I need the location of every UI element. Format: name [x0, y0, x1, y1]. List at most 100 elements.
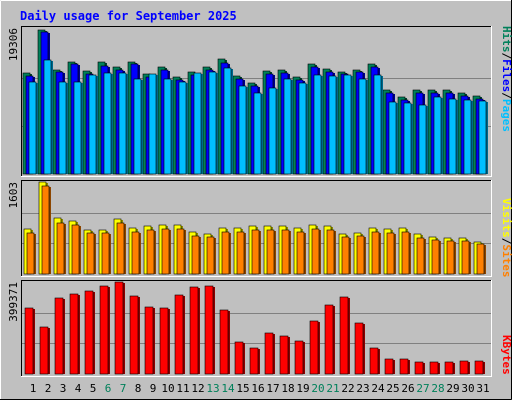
day-label: 20: [311, 382, 324, 395]
sites-bar: [26, 232, 35, 275]
kbytes-bar: [129, 295, 139, 375]
pages-bar: [133, 78, 142, 175]
sites-bar: [401, 231, 410, 275]
day-label: 10: [161, 382, 174, 395]
kbytes-bar: [54, 297, 64, 375]
day-label: 26: [401, 382, 414, 395]
sites-bar: [326, 229, 335, 275]
pages-bar: [388, 101, 397, 175]
day-label: 30: [461, 382, 474, 395]
sites-bar: [431, 239, 440, 275]
kbytes-bar: [309, 320, 319, 375]
sites-bar: [461, 240, 470, 275]
bars: [22, 29, 488, 375]
chart-title: Daily usage for September 2025: [20, 9, 237, 23]
kbytes-bar: [279, 335, 289, 375]
pages-bar: [478, 100, 487, 175]
kbytes-bar: [69, 293, 79, 375]
legend-separator: /: [500, 92, 512, 99]
pages-bar: [73, 81, 82, 175]
pages-bar: [343, 74, 352, 175]
sites-bar: [416, 237, 425, 275]
kbytes-bar: [354, 322, 364, 375]
legend-separator: /: [500, 53, 512, 60]
kbytes-bar: [219, 309, 229, 375]
kbytes-bar: [339, 296, 349, 375]
kbytes-bar: [429, 361, 439, 375]
pages-bar: [118, 72, 127, 175]
pages-bar: [268, 87, 277, 175]
legend-top: Hits/Files/Pages: [500, 26, 512, 132]
kbytes-bar: [384, 358, 394, 375]
sites-bar: [176, 228, 185, 275]
day-labels: 1 2 3 4 5 6 7 8 9 10 11 12 13 14 15 16 17 18 19 20 21 22 23 24 2…: [30, 382, 490, 395]
legend-middle: Visits/Sites: [500, 198, 512, 278]
pages-bar: [358, 78, 367, 175]
day-label: 7: [120, 382, 127, 395]
sites-bar: [86, 232, 95, 275]
kbytes-bar: [84, 290, 94, 375]
sites-bar: [311, 228, 320, 275]
pages-bar: [88, 74, 97, 175]
day-label: 18: [281, 382, 294, 395]
legend-hits: Hits: [500, 26, 512, 53]
sites-bar: [116, 222, 125, 275]
kbytes-bar: [474, 360, 484, 375]
day-label: 19: [296, 382, 309, 395]
sites-bar: [71, 224, 80, 275]
pages-bar: [298, 82, 307, 175]
pages-bar: [28, 81, 37, 175]
legend-separator: /: [500, 238, 512, 245]
legend-sites: Sites: [500, 244, 512, 277]
pages-bar: [238, 85, 247, 175]
pages-bar: [43, 59, 52, 175]
pages-bar: [463, 99, 472, 175]
legend-files: Files: [500, 59, 512, 92]
sites-bar: [266, 229, 275, 275]
sites-bar: [356, 235, 365, 275]
pages-bar: [403, 102, 412, 175]
legend-visits: Visits: [500, 198, 512, 238]
day-label: 5: [90, 382, 97, 395]
sites-bar: [446, 240, 455, 275]
kbytes-bar: [24, 307, 34, 375]
kbytes-bar: [459, 360, 469, 375]
pages-bar: [253, 92, 262, 175]
kbytes-bar: [414, 361, 424, 375]
pages-bar: [163, 78, 172, 175]
kbytes-bar: [324, 304, 334, 375]
sites-bar: [296, 231, 305, 275]
sites-bar: [161, 228, 170, 275]
pages-bar: [148, 73, 157, 175]
day-label: 14: [221, 382, 235, 395]
pages-bar: [448, 98, 457, 175]
day-label: 2: [45, 382, 52, 395]
pages-bar: [328, 75, 337, 175]
day-label: 1: [30, 382, 37, 395]
pages-bar: [208, 71, 217, 175]
kbytes-bar: [249, 347, 259, 375]
day-label: 17: [266, 382, 279, 395]
day-label: 29: [446, 382, 459, 395]
day-label: 15: [236, 382, 249, 395]
legend-pages: Pages: [500, 99, 512, 132]
pages-bar: [103, 72, 112, 175]
day-label: 13: [206, 382, 219, 395]
kbytes-bar: [189, 286, 199, 375]
kbytes-bar: [399, 358, 409, 375]
sites-bar: [476, 243, 485, 275]
kbytes-bar: [264, 332, 274, 375]
day-label: 23: [356, 382, 369, 395]
day-label: 27: [416, 382, 429, 395]
pages-bar: [313, 74, 322, 175]
legend-bottom: KBytes: [500, 335, 512, 375]
y-max-label-middle: 1603: [7, 182, 20, 209]
day-label: 28: [431, 382, 444, 395]
day-label: 4: [75, 382, 82, 395]
sites-bar: [41, 185, 50, 275]
day-label: 8: [135, 382, 142, 395]
sites-bar: [281, 229, 290, 275]
y-max-label-bottom: 399371: [7, 282, 20, 322]
sites-bar: [341, 236, 350, 275]
